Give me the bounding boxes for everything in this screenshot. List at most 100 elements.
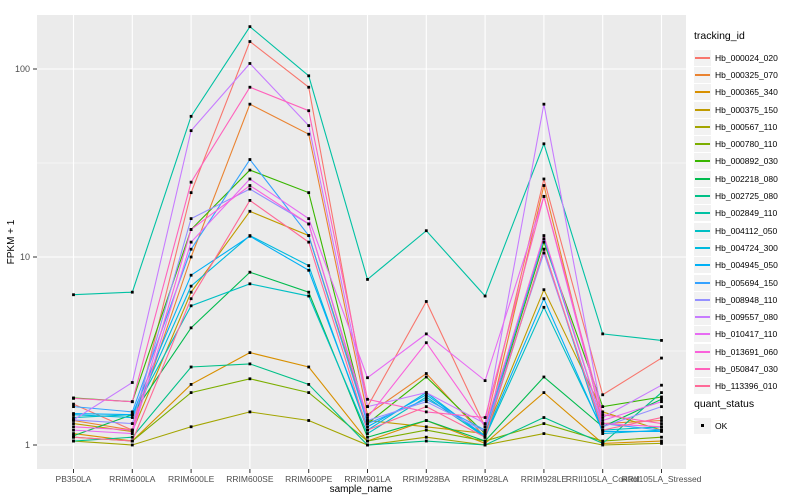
legend-entry-Hb_005694_150: Hb_005694_150 — [694, 274, 798, 291]
data-point — [72, 418, 75, 422]
data-point — [424, 393, 428, 397]
data-point — [189, 284, 193, 288]
data-point — [660, 439, 663, 443]
legend-label: Hb_004724_300 — [715, 242, 778, 253]
y-tick-label: 10 — [20, 252, 30, 262]
data-point — [601, 393, 605, 397]
series-color-swatch — [695, 298, 710, 301]
legend-key — [694, 66, 711, 83]
data-point — [601, 332, 605, 336]
legend-label: Hb_000365_340 — [715, 87, 778, 98]
y-axis-title: FPKM + 1 — [6, 219, 17, 265]
data-point — [483, 425, 487, 429]
legend-entry-Hb_000567_110: Hb_000567_110 — [694, 118, 798, 135]
data-point — [189, 273, 193, 277]
legend-key — [694, 49, 711, 66]
data-point — [424, 435, 428, 439]
data-point — [366, 278, 369, 281]
data-point — [601, 416, 605, 419]
legend-entry-ok: OK — [694, 417, 798, 434]
legend-key — [694, 84, 711, 101]
x-tick-label: PB350LA — [56, 474, 92, 484]
data-point — [248, 282, 252, 286]
data-point — [130, 435, 134, 439]
data-point — [72, 439, 75, 443]
series-color-swatch — [695, 73, 710, 76]
legend-entry-Hb_000375_150: Hb_000375_150 — [694, 101, 798, 118]
series-color-swatch — [695, 229, 710, 232]
x-axis-title: sample_name — [329, 484, 393, 495]
data-point — [424, 391, 428, 394]
data-point — [483, 422, 487, 425]
data-point — [130, 422, 134, 425]
data-point — [542, 391, 546, 394]
legend-label: Hb_010417_110 — [715, 329, 778, 340]
data-point — [424, 428, 428, 432]
series-color-swatch — [695, 160, 710, 163]
data-point — [130, 443, 134, 447]
x-tick-label: RRIM600LE — [168, 474, 215, 484]
legend-label: Hb_002725_080 — [715, 191, 778, 202]
series-color-swatch — [695, 264, 710, 267]
data-point — [660, 422, 663, 425]
legend-key — [694, 153, 711, 170]
data-point — [542, 422, 546, 425]
data-point — [72, 435, 75, 439]
x-tick-label: RRIM928LE — [521, 474, 568, 484]
data-point — [424, 229, 428, 233]
data-point — [424, 332, 428, 336]
series-color-swatch — [695, 281, 710, 284]
data-point — [72, 405, 75, 409]
data-point — [424, 400, 428, 404]
data-point — [248, 187, 252, 191]
legend-key — [694, 239, 711, 256]
data-point — [189, 191, 193, 195]
series-color-swatch — [695, 212, 710, 215]
legend-entry-Hb_004945_050: Hb_004945_050 — [694, 257, 798, 274]
x-tick-label: RRII105LA_Control — [566, 474, 640, 484]
ok-point-key — [694, 417, 711, 434]
data-point — [601, 439, 605, 443]
data-point — [424, 372, 428, 375]
data-point — [189, 365, 193, 369]
data-point — [248, 377, 252, 381]
series-color-swatch — [695, 195, 710, 198]
data-point — [72, 396, 75, 400]
data-point — [424, 375, 428, 379]
legend-key — [694, 118, 711, 135]
series-color-swatch — [695, 143, 710, 146]
x-tick-label: RRIM928LA — [462, 474, 509, 484]
data-point — [189, 240, 193, 244]
data-point — [130, 290, 134, 294]
data-point — [307, 240, 311, 244]
data-point — [366, 435, 369, 439]
data-point — [248, 234, 252, 238]
data-point — [424, 410, 428, 414]
y-tick-label: 100 — [15, 64, 30, 74]
data-point — [366, 397, 369, 401]
legend-key — [694, 291, 711, 308]
data-point — [660, 435, 663, 439]
data-point — [189, 217, 193, 221]
data-point — [483, 416, 487, 419]
data-point — [601, 432, 605, 435]
data-point — [189, 290, 193, 294]
legend-label: Hb_005694_150 — [715, 277, 778, 288]
x-tick-label: RRIM928BA — [403, 474, 451, 484]
data-point — [601, 443, 605, 447]
legend-key — [694, 188, 711, 205]
legend-label: Hb_002849_110 — [715, 208, 778, 219]
axes: 1 10 100 PB350LA RRIM600LA RRIM600LE RRIM600SE… — [15, 64, 702, 484]
data-point — [248, 168, 252, 172]
data-point — [366, 376, 369, 380]
data-point — [483, 439, 487, 443]
data-point — [130, 413, 134, 417]
data-point — [189, 391, 193, 394]
data-point — [72, 412, 75, 415]
data-point — [660, 441, 663, 445]
data-point — [248, 270, 252, 274]
data-point — [660, 383, 663, 387]
data-point — [660, 395, 663, 399]
legend-entry-Hb_013691_060: Hb_013691_060 — [694, 343, 798, 360]
data-point — [483, 434, 487, 438]
